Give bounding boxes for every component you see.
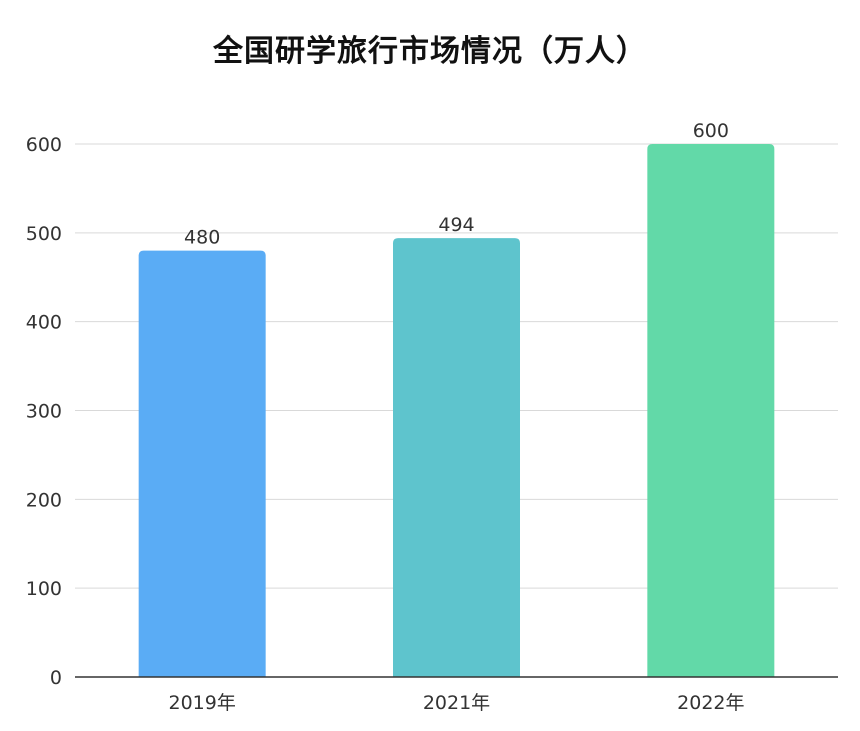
x-category-label: 2022年 [677,692,744,714]
y-tick-label: 100 [26,578,62,600]
y-tick-label: 0 [50,667,62,689]
y-tick-label: 400 [26,312,62,334]
value-label: 600 [693,120,729,142]
y-axis-tick-labels: 0 100 200 300 400 500 600 [26,134,62,689]
x-category-label: 2021年 [423,692,490,714]
value-label: 480 [184,227,220,249]
bar-2022年 [647,144,775,677]
bars [138,144,775,677]
y-tick-label: 300 [26,401,62,423]
y-tick-label: 200 [26,489,62,511]
value-labels: 480 494 600 [184,120,729,249]
x-category-label: 2019年 [168,692,235,714]
y-tick-label: 500 [26,223,62,245]
x-axis-category-labels: 2019年 2021年 2022年 [168,692,744,714]
bar-2019年 [138,250,266,677]
value-label: 494 [438,214,474,236]
y-tick-label: 600 [26,134,62,156]
chart-title: 全国研学旅行市场情况（万人） [213,34,647,69]
bar-2021年 [393,238,520,677]
